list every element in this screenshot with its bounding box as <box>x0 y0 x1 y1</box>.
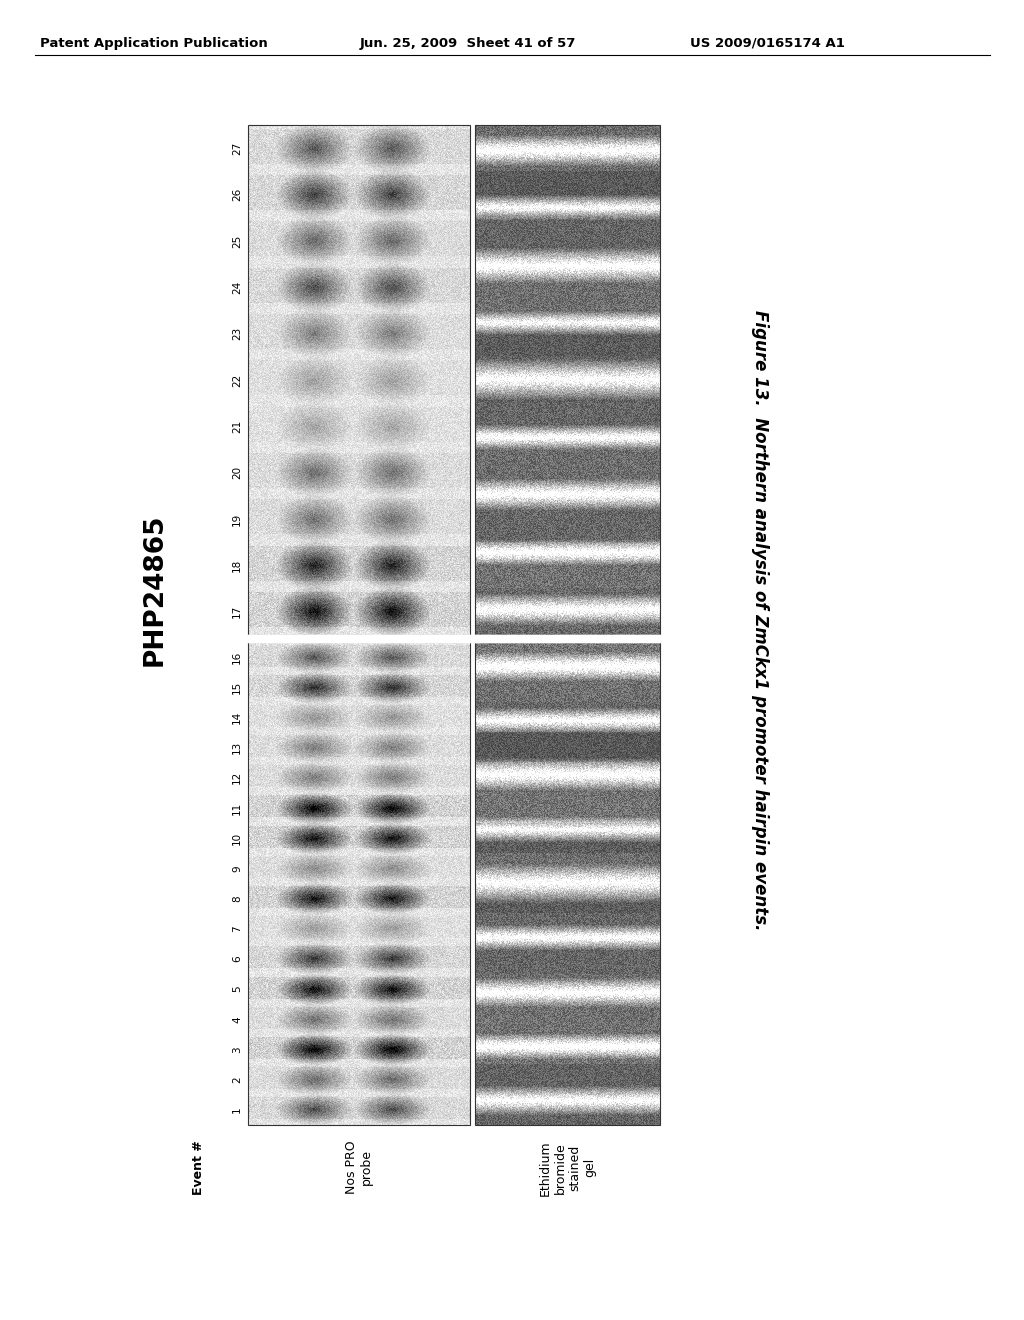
Text: Jun. 25, 2009  Sheet 41 of 57: Jun. 25, 2009 Sheet 41 of 57 <box>360 37 577 50</box>
Text: 22: 22 <box>232 374 242 387</box>
Text: 4: 4 <box>232 1016 242 1023</box>
Text: US 2009/0165174 A1: US 2009/0165174 A1 <box>690 37 845 50</box>
Text: 5: 5 <box>232 986 242 993</box>
Text: 2: 2 <box>232 1076 242 1082</box>
Text: 23: 23 <box>232 327 242 341</box>
Text: 10: 10 <box>232 832 242 845</box>
Text: 6: 6 <box>232 956 242 962</box>
Text: 17: 17 <box>232 605 242 619</box>
Text: Figure 13.  Northern analysis of ZmCkx1 promoter hairpin events.: Figure 13. Northern analysis of ZmCkx1 p… <box>751 310 769 931</box>
Text: Patent Application Publication: Patent Application Publication <box>40 37 267 50</box>
Text: 18: 18 <box>232 558 242 572</box>
Bar <box>248 125 470 635</box>
Text: 19: 19 <box>232 512 242 525</box>
Text: 14: 14 <box>232 711 242 725</box>
Text: 8: 8 <box>232 895 242 902</box>
Text: 7: 7 <box>232 925 242 932</box>
Text: 16: 16 <box>232 651 242 664</box>
Text: 12: 12 <box>232 771 242 784</box>
Text: 1: 1 <box>232 1106 242 1113</box>
Text: 15: 15 <box>232 681 242 694</box>
Text: 21: 21 <box>232 420 242 433</box>
Text: PHP24865: PHP24865 <box>142 513 168 667</box>
Text: Nos PRO
probe: Nos PRO probe <box>345 1140 373 1193</box>
Text: 27: 27 <box>232 141 242 154</box>
Text: 13: 13 <box>232 741 242 754</box>
Bar <box>475 642 660 1125</box>
Text: 20: 20 <box>232 466 242 479</box>
Text: 3: 3 <box>232 1047 242 1053</box>
Text: 25: 25 <box>232 234 242 248</box>
Bar <box>475 125 660 635</box>
Text: 11: 11 <box>232 801 242 814</box>
Text: 24: 24 <box>232 281 242 294</box>
Bar <box>248 642 470 1125</box>
Text: 9: 9 <box>232 865 242 871</box>
Text: Ethidium
bromide
stained
gel: Ethidium bromide stained gel <box>539 1140 597 1196</box>
Text: 26: 26 <box>232 187 242 201</box>
Text: Event #: Event # <box>191 1140 205 1195</box>
